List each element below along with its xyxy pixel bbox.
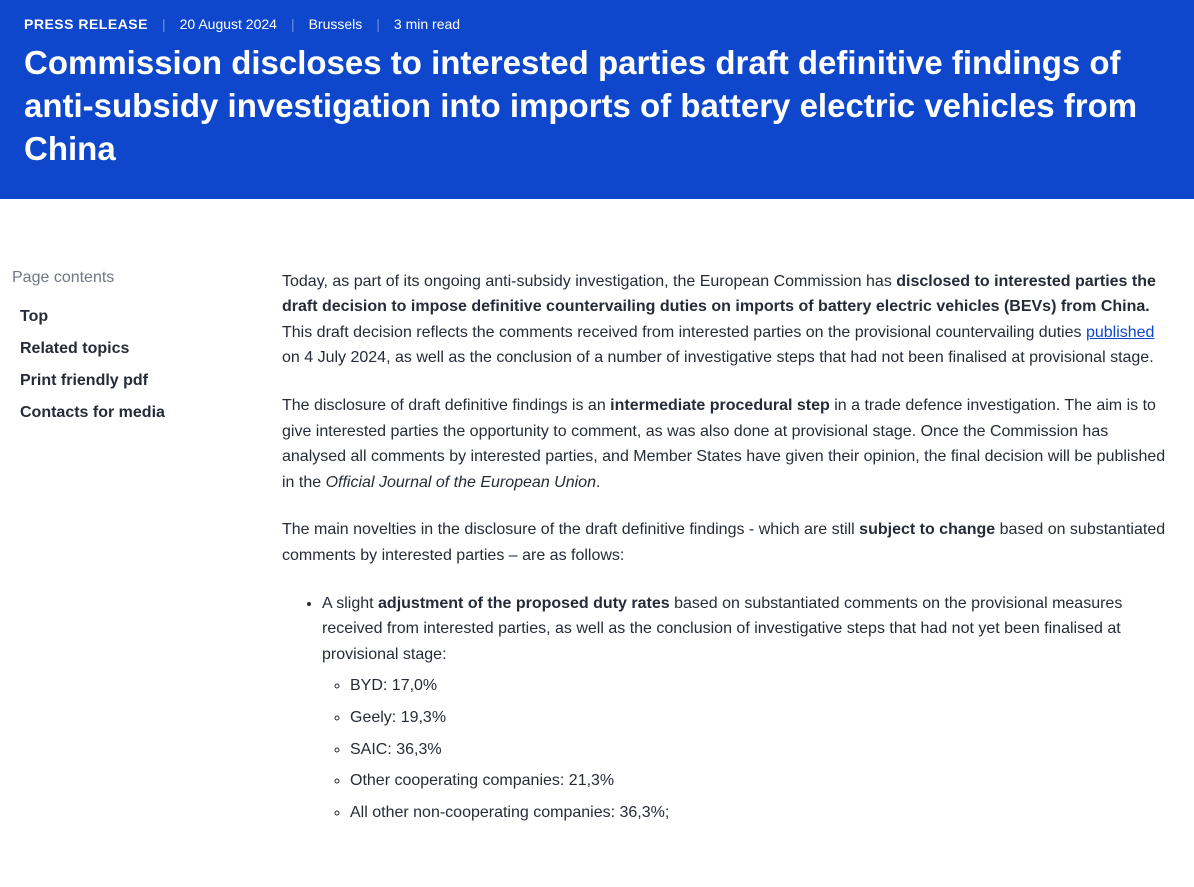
bold-text: intermediate procedural step — [610, 397, 830, 414]
location: Brussels — [309, 16, 363, 32]
meta-row: PRESS RELEASE | 20 August 2024 | Brussel… — [24, 16, 1170, 32]
published-link[interactable]: published — [1086, 324, 1155, 341]
text: This draft decision reflects the comment… — [282, 324, 1086, 341]
text: . — [596, 474, 600, 491]
paragraph-1: Today, as part of its ongoing anti-subsi… — [282, 269, 1170, 371]
text: A slight — [322, 595, 378, 612]
rate-item-geely: Geely: 19,3% — [350, 705, 1170, 731]
page-title: Commission discloses to interested parti… — [24, 42, 1170, 171]
toc-item-print-pdf[interactable]: Print friendly pdf — [12, 365, 242, 397]
toc-item-contacts[interactable]: Contacts for media — [12, 397, 242, 429]
article-body: Today, as part of its ongoing anti-subsi… — [282, 269, 1170, 848]
text: on 4 July 2024, as well as the conclusio… — [282, 349, 1154, 366]
rate-item-byd: BYD: 17,0% — [350, 673, 1170, 699]
text: The main novelties in the disclosure of … — [282, 521, 859, 538]
read-time: 3 min read — [394, 16, 460, 32]
publish-date: 20 August 2024 — [180, 16, 277, 32]
list-item: A slight adjustment of the proposed duty… — [322, 591, 1170, 826]
rate-item-saic: SAIC: 36,3% — [350, 737, 1170, 763]
toc-heading: Page contents — [12, 269, 242, 287]
toc-item-related-topics[interactable]: Related topics — [12, 333, 242, 365]
text: Today, as part of its ongoing anti-subsi… — [282, 273, 896, 290]
rate-item-non-coop: All other non-cooperating companies: 36,… — [350, 800, 1170, 826]
bold-text: subject to change — [859, 521, 995, 538]
page-contents-nav: Page contents Top Related topics Print f… — [12, 269, 242, 848]
doc-type-label: PRESS RELEASE — [24, 16, 148, 32]
main-container: Page contents Top Related topics Print f… — [0, 199, 1194, 887]
page-header: PRESS RELEASE | 20 August 2024 | Brussel… — [0, 0, 1194, 199]
duty-rates-list: BYD: 17,0% Geely: 19,3% SAIC: 36,3% Othe… — [322, 673, 1170, 825]
bold-text: adjustment of the proposed duty rates — [378, 595, 670, 612]
paragraph-3: The main novelties in the disclosure of … — [282, 517, 1170, 568]
paragraph-2: The disclosure of draft definitive findi… — [282, 393, 1170, 495]
rate-item-other-coop: Other cooperating companies: 21,3% — [350, 768, 1170, 794]
separator: | — [291, 16, 295, 32]
novelties-list: A slight adjustment of the proposed duty… — [282, 591, 1170, 826]
text: The disclosure of draft definitive findi… — [282, 397, 610, 414]
separator: | — [376, 16, 380, 32]
italic-text: Official Journal of the European Union — [326, 474, 596, 491]
toc-item-top[interactable]: Top — [12, 301, 242, 333]
separator: | — [162, 16, 166, 32]
